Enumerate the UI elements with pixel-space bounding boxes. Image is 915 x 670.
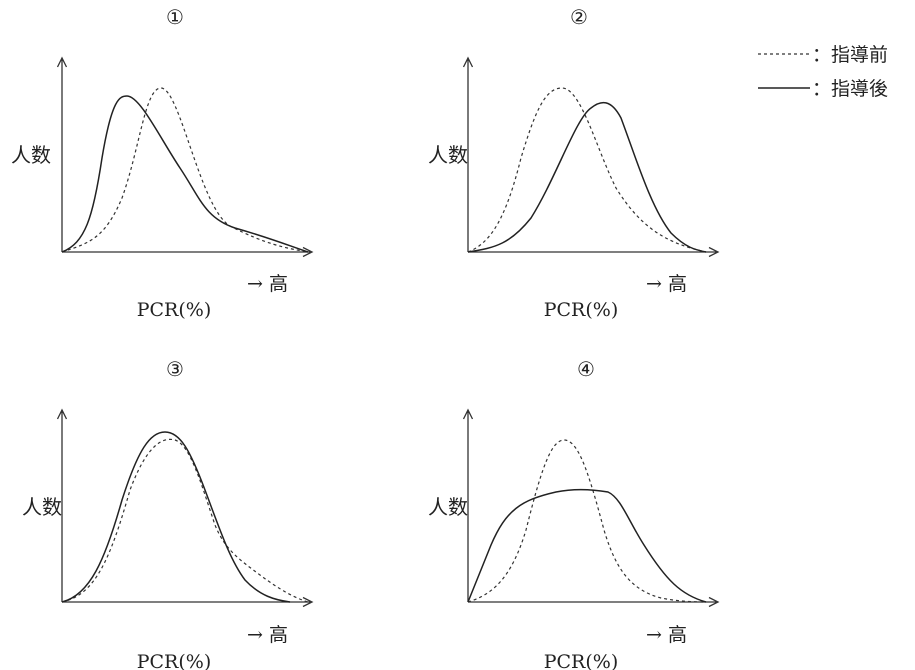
y-axis-label: 人数 [428, 495, 468, 519]
panel-number: ③ [166, 357, 184, 381]
legend: ：指導前 ：指導後 [758, 44, 888, 100]
y-axis-label: 人数 [428, 143, 468, 167]
curve-after [467, 101, 707, 253]
panel-number: ② [570, 5, 588, 29]
x-direction-label: → 高 [646, 624, 687, 646]
y-axis-label: 人数 [22, 495, 62, 519]
x-axis [468, 246, 720, 258]
x-direction-label: → 高 [646, 273, 687, 295]
x-axis-label: PCR(%) [544, 299, 619, 321]
curve-before [61, 87, 309, 253]
curve-after [61, 431, 291, 603]
panel-number: ① [166, 5, 184, 29]
panel-1: ① 人数 → 高 PCR(%) [11, 5, 314, 321]
panel-4: ④ 人数 → 高 PCR(%) [428, 357, 720, 670]
curve-after [467, 488, 707, 603]
y-axis-label: 人数 [11, 143, 51, 167]
x-axis-label: PCR(%) [137, 299, 212, 321]
x-axis-label: PCR(%) [137, 651, 212, 670]
y-axis [462, 56, 474, 252]
x-axis [62, 246, 314, 258]
legend-label-before: ：指導前 [812, 44, 888, 66]
y-axis [56, 408, 68, 602]
x-axis [468, 596, 720, 608]
curve-after [61, 95, 309, 253]
legend-label-after: ：指導後 [812, 78, 888, 100]
y-axis [56, 56, 68, 252]
x-axis-label: PCR(%) [544, 651, 619, 670]
y-axis [462, 408, 474, 602]
curve-before [61, 438, 309, 603]
x-direction-label: → 高 [247, 273, 288, 295]
panel-3: ③ 人数 → 高 PCR(%) [22, 357, 314, 670]
panel-2: ② 人数 → 高 PCR(%) [428, 5, 720, 321]
panel-number: ④ [577, 357, 595, 381]
curve-before [467, 439, 707, 603]
x-direction-label: → 高 [247, 624, 288, 646]
x-axis [62, 596, 314, 608]
